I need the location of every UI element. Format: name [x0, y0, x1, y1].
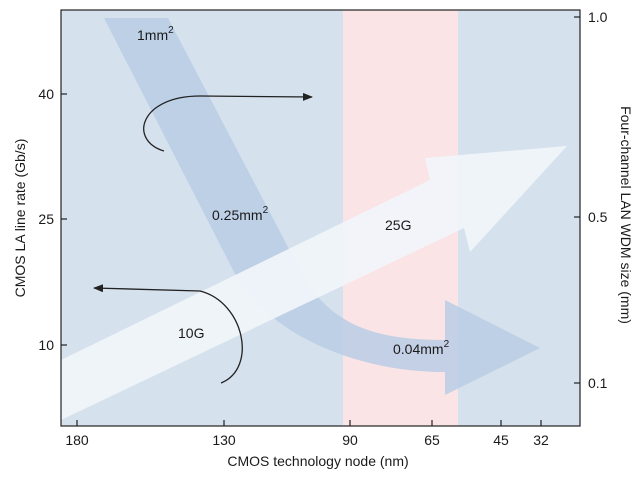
line-rate-trend-arrow	[61, 146, 567, 420]
y-left-tick-label: 25	[38, 211, 54, 227]
area-label-004mm2: 0.04mm2	[393, 339, 450, 357]
x-axis-title: CMOS technology node (nm)	[227, 453, 408, 469]
x-tick-label: 32	[533, 432, 549, 448]
rate-label-25g: 25G	[385, 217, 411, 233]
y-left-axis-title: CMOS LA line rate (Gb/s)	[12, 139, 28, 298]
y-left-tick-label: 40	[38, 86, 54, 102]
area-label-004mm2-base: 0.04mm	[393, 341, 444, 357]
y-right-tick-label: 1.0	[588, 9, 608, 25]
area-label-1mm2-base: 1mm	[137, 27, 168, 43]
y-axis-right: 1.0 0.5 0.1 Four-channel LAN WDM size (m…	[574, 9, 634, 391]
size-trend-arrow	[104, 18, 540, 395]
y-right-axis-title: Four-channel LAN WDM size (mm)	[618, 106, 634, 324]
y-left-tick-label: 10	[38, 337, 54, 353]
y-axis-left: 40 25 10 CMOS LA line rate (Gb/s)	[12, 86, 67, 353]
x-tick-label: 65	[424, 432, 440, 448]
x-tick-label: 130	[212, 432, 236, 448]
x-axis: 180 130 90 65 45 32 CMOS technology node…	[65, 420, 549, 469]
area-label-1mm2: 1mm2	[137, 25, 174, 43]
area-label-1mm2-sup: 2	[168, 25, 174, 36]
area-label-025mm2: 0.25mm2	[212, 205, 269, 223]
y-right-tick-label: 0.5	[588, 209, 608, 225]
curved-arrow-upper	[143, 92, 313, 152]
y-right-tick-label: 0.1	[588, 375, 608, 391]
area-label-025mm2-base: 0.25mm	[212, 207, 263, 223]
x-tick-label: 180	[65, 432, 89, 448]
area-label-004mm2-sup: 2	[444, 339, 450, 350]
curved-arrow-lower	[93, 284, 243, 384]
plot-frame	[60, 9, 581, 427]
area-label-025mm2-sup: 2	[263, 205, 269, 216]
x-tick-label: 90	[342, 432, 358, 448]
x-tick-label: 45	[493, 432, 509, 448]
rate-label-10g: 10G	[178, 325, 204, 341]
